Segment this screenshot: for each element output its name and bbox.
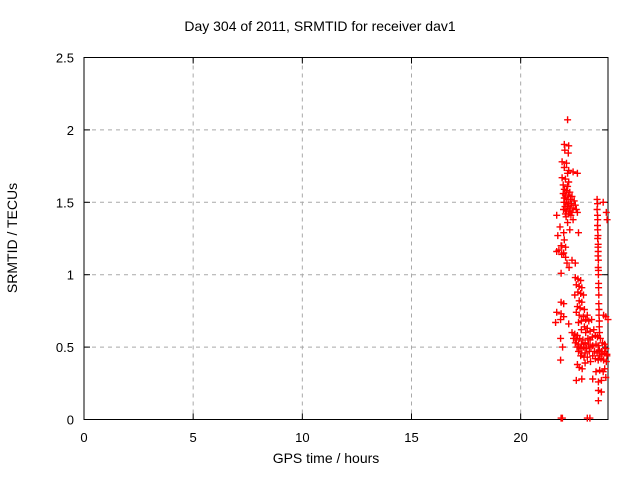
axis-ticks — [83, 57, 608, 420]
x-tick-label: 20 — [513, 430, 527, 445]
scatter-points — [552, 116, 612, 422]
x-tick-label: 5 — [190, 430, 197, 445]
y-tick-label: 1 — [67, 268, 74, 283]
x-tick-label: 10 — [295, 430, 309, 445]
plot-border — [83, 57, 609, 420]
y-axis-label: SRMTID / TECUs — [4, 183, 20, 293]
tick-labels: 0 5 10 15 20 0 0.5 1 1.5 2 2.5 — [56, 51, 528, 446]
x-tick-label: 0 — [80, 430, 87, 445]
y-tick-label: 0.5 — [56, 340, 74, 355]
series-SRMTID-markers — [552, 116, 612, 422]
y-tick-label: 0 — [67, 413, 74, 428]
y-tick-label: 2 — [67, 123, 74, 138]
grid-lines — [84, 57, 608, 420]
chart-title: Day 304 of 2011, SRMTID for receiver dav… — [184, 18, 456, 34]
x-tick-label: 15 — [404, 430, 418, 445]
y-tick-label: 1.5 — [56, 195, 74, 210]
x-axis-label: GPS time / hours — [273, 450, 380, 466]
y-tick-label: 2.5 — [56, 51, 74, 66]
